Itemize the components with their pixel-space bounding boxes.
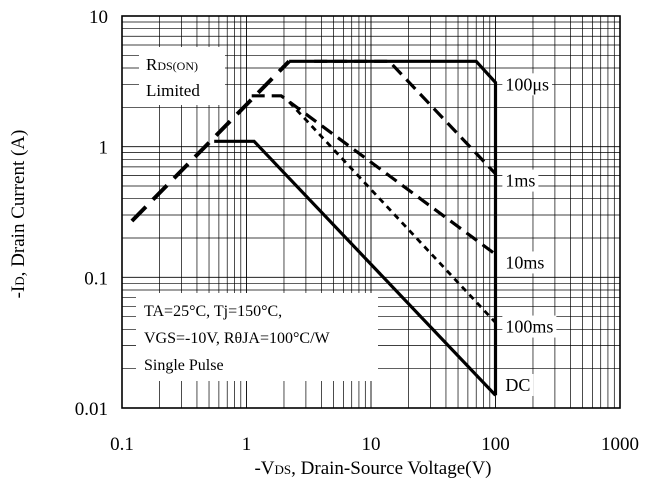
series-line-2 <box>314 59 497 175</box>
series-lines <box>130 59 498 397</box>
series-label-bg <box>502 169 539 192</box>
x-tick-label: 10 <box>362 434 381 455</box>
x-tick-label: 100 <box>481 434 510 455</box>
x-axis-title: -VDS, Drain-Source Voltage(V) <box>254 458 491 479</box>
series-label: 10ms <box>505 252 544 272</box>
y-tick-label: 10 <box>89 7 108 28</box>
series-label-bg <box>502 315 557 338</box>
series-label: 100ms <box>505 317 553 337</box>
series-label: DC <box>505 375 530 395</box>
series-label-bg <box>502 373 534 396</box>
series-label: 1ms <box>505 171 535 191</box>
x-tick-label: 1 <box>242 434 252 455</box>
conditions-line1: TA=25°C, Tj=150°C, <box>144 303 282 320</box>
conditions-line3: Single Pulse <box>144 357 224 374</box>
series-label-bg <box>502 73 553 96</box>
series-line-5 <box>214 139 497 397</box>
y-axis-title: -ID, Drain Current (A) <box>8 130 29 299</box>
plot-frame <box>121 15 621 409</box>
limit-label-bg <box>139 47 225 105</box>
series-labels: 100μs 1ms 10ms 100ms DC <box>502 73 557 396</box>
limit-label-line1: RDS(ON) <box>146 55 198 74</box>
conditions-bg <box>136 293 378 381</box>
y-tick-label: 0.01 <box>75 399 108 420</box>
x-tick-label: 0.1 <box>110 434 134 455</box>
x-tick-label: 1000 <box>601 434 639 455</box>
series-label-bg <box>502 251 548 274</box>
series-line-0 <box>130 59 291 223</box>
series-line-3 <box>251 94 497 256</box>
y-tick-label: 0.1 <box>84 268 108 289</box>
conditions-line2: VGS=-10V, RθJA=100°C/W <box>144 330 331 347</box>
y-tick-label: 1 <box>99 138 109 159</box>
limit-label-line2: Limited <box>146 81 200 100</box>
series-label: 100μs <box>505 74 549 94</box>
